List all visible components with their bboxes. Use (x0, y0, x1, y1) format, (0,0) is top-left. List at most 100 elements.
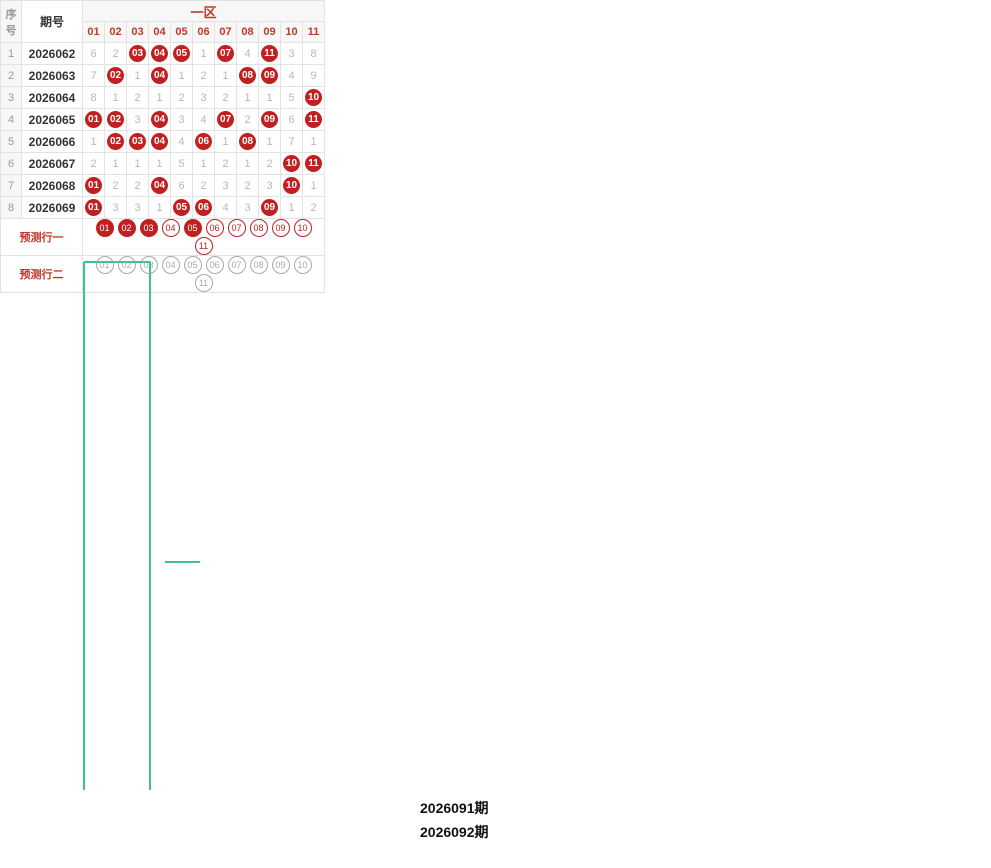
draw-cell: 2 (126, 86, 149, 109)
draw-cell: 1 (214, 64, 237, 87)
predict-ball[interactable]: 04 (161, 219, 180, 237)
draw-cell: 08 (236, 64, 259, 87)
number-col-07: 07 (214, 21, 237, 43)
draw-cell: 3 (192, 86, 215, 109)
number-col-02: 02 (104, 21, 127, 43)
predict-ball[interactable]: 09 (271, 219, 290, 237)
draw-cell: 1 (236, 152, 259, 175)
lottery-table: 序号 期号 一区 01 02 03 04 05 06 07 08 09 10 11 1 2026062… (0, 0, 325, 293)
predict-ball[interactable]: 03 (139, 256, 158, 274)
number-col-08: 08 (236, 21, 259, 43)
table-row: 6 2026067 2 1 1 1 5 1 2 1 2 10 11 (0, 152, 325, 175)
annotation-2026091: 2026091期 (420, 800, 489, 816)
draw-cell: 1 (302, 174, 325, 197)
draw-cell: 11 (302, 108, 325, 131)
draw-cell: 1 (192, 152, 215, 175)
period-cell: 2026065 (21, 108, 83, 131)
table-row: 8 2026069 01 3 3 1 05 06 4 3 09 1 2 (0, 196, 325, 219)
predict-ball[interactable]: 06 (205, 219, 224, 237)
predict-ball[interactable]: 08 (249, 219, 268, 237)
number-col-04: 04 (148, 21, 171, 43)
draw-cell: 06 (192, 130, 215, 153)
draw-cell: 1 (126, 152, 149, 175)
draw-cell: 02 (104, 108, 127, 131)
drawn-ball: 02 (107, 133, 124, 150)
draw-cell: 5 (280, 86, 303, 109)
predict-row-2-cells: 01 02 03 04 05 06 07 08 09 10 11 (82, 255, 325, 293)
predict-ball[interactable]: 06 (205, 256, 224, 274)
predict-ball[interactable]: 07 (227, 256, 246, 274)
draw-cell: 8 (302, 42, 325, 65)
drawn-ball: 03 (129, 45, 146, 62)
seq-cell: 3 (0, 86, 22, 109)
table-row: 3 2026064 8 1 2 1 2 3 2 1 1 5 10 (0, 86, 325, 109)
draw-cell: 06 (192, 196, 215, 219)
drawn-ball: 04 (151, 67, 168, 84)
drawn-ball: 08 (239, 133, 256, 150)
draw-cell: 04 (148, 108, 171, 131)
number-col-11: 11 (302, 21, 325, 43)
drawn-ball: 02 (107, 111, 124, 128)
draw-cell: 1 (258, 86, 281, 109)
predict-ball[interactable]: 02 (117, 256, 136, 274)
draw-cell: 1 (148, 152, 171, 175)
drawn-ball: 09 (261, 67, 278, 84)
draw-cell: 05 (170, 196, 193, 219)
drawn-ball: 10 (305, 89, 322, 106)
predict-ball[interactable]: 02 (117, 219, 136, 237)
draw-cell: 3 (104, 196, 127, 219)
predict-ball[interactable]: 04 (161, 256, 180, 274)
predict-ball[interactable]: 03 (139, 219, 158, 237)
drawn-ball: 05 (173, 199, 190, 216)
number-header-row: 01 02 03 04 05 06 07 08 09 10 11 (1, 21, 325, 43)
predict-ball[interactable]: 01 (95, 256, 114, 274)
draw-cell: 3 (280, 42, 303, 65)
drawn-ball: 08 (239, 67, 256, 84)
draw-cell: 3 (170, 108, 193, 131)
seq-cell: 2 (0, 64, 22, 87)
draw-cell: 1 (214, 130, 237, 153)
draw-cell: 6 (280, 108, 303, 131)
draw-cell: 1 (148, 196, 171, 219)
predict-row-2: 预测行二 01 02 03 04 05 06 07 08 09 10 11 (0, 255, 325, 293)
draw-cell: 2 (302, 196, 325, 219)
period-cell: 2026068 (21, 174, 83, 197)
seq-header: 序号 (0, 0, 22, 43)
table-row: 1 2026062 6 2 03 04 05 1 07 4 11 3 8 (0, 42, 325, 65)
number-col-03: 03 (126, 21, 149, 43)
draw-cell: 8 (82, 86, 105, 109)
predict-ball[interactable]: 11 (194, 274, 213, 292)
draw-cell: 2 (214, 152, 237, 175)
predict-ball[interactable]: 08 (249, 256, 268, 274)
predict-ball[interactable]: 07 (227, 219, 246, 237)
period-header[interactable]: 期号 (21, 0, 83, 43)
draw-cell: 02 (104, 64, 127, 87)
draw-cell: 1 (170, 64, 193, 87)
predict-ball[interactable]: 10 (293, 256, 312, 274)
draw-cell: 1 (236, 86, 259, 109)
draw-cell: 2 (236, 174, 259, 197)
draw-cell: 01 (82, 108, 105, 131)
draw-cell: 05 (170, 42, 193, 65)
draw-cell: 2 (214, 86, 237, 109)
predict-ball[interactable]: 05 (183, 256, 202, 274)
draw-cell: 4 (214, 196, 237, 219)
draw-cell: 3 (236, 196, 259, 219)
draw-cell: 6 (170, 174, 193, 197)
predict-ball[interactable]: 10 (293, 219, 312, 237)
predict-ball[interactable]: 11 (194, 237, 213, 255)
draw-cell: 09 (258, 108, 281, 131)
draw-cell: 2 (192, 64, 215, 87)
draw-cell: 02 (104, 130, 127, 153)
drawn-ball: 04 (151, 133, 168, 150)
drawn-ball: 11 (305, 111, 322, 128)
draw-cell: 01 (82, 174, 105, 197)
predict-ball[interactable]: 05 (183, 219, 202, 237)
drawn-ball: 11 (305, 155, 322, 172)
draw-cell: 3 (214, 174, 237, 197)
draw-cell: 4 (280, 64, 303, 87)
predict-ball[interactable]: 09 (271, 256, 290, 274)
predict-ball[interactable]: 01 (95, 219, 114, 237)
draw-cell: 1 (126, 64, 149, 87)
